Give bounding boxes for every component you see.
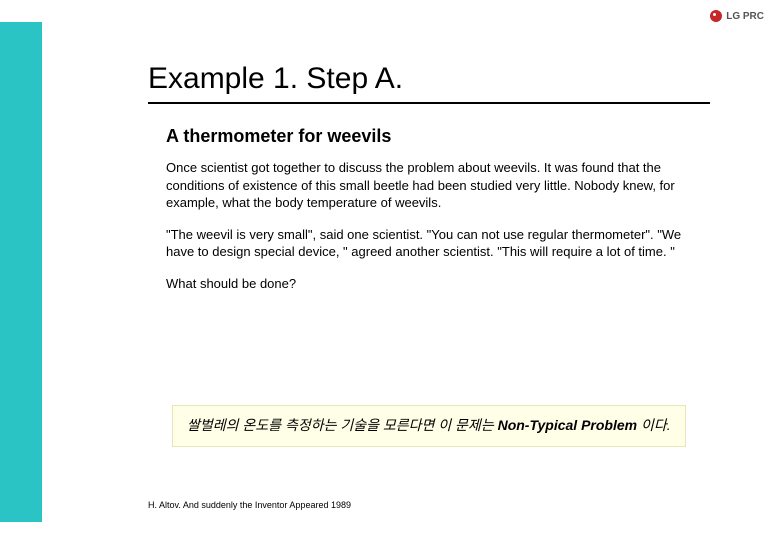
page-title: Example 1. Step A.	[148, 62, 710, 104]
paragraph-1: Once scientist got together to discuss t…	[166, 159, 710, 212]
logo: LG PRC	[710, 10, 764, 22]
callout-prefix: 쌀벌레의 온도를 측정하는 기술을 모른다면 이 문제는	[187, 417, 498, 433]
callout-box: 쌀벌레의 온도를 측정하는 기술을 모른다면 이 문제는 Non-Typical…	[172, 405, 686, 447]
citation: H. Altov. And suddenly the Inventor Appe…	[148, 500, 351, 510]
logo-circle-icon	[710, 10, 722, 22]
callout-bold: Non-Typical Problem	[498, 417, 638, 433]
paragraph-3: What should be done?	[166, 275, 710, 293]
subtitle: A thermometer for weevils	[166, 126, 710, 147]
callout-suffix: 이다.	[637, 417, 671, 433]
left-accent-bar	[0, 22, 42, 522]
logo-text: LG PRC	[726, 11, 764, 22]
content-area: Example 1. Step A. A thermometer for wee…	[148, 62, 710, 306]
paragraph-2: "The weevil is very small", said one sci…	[166, 226, 710, 261]
